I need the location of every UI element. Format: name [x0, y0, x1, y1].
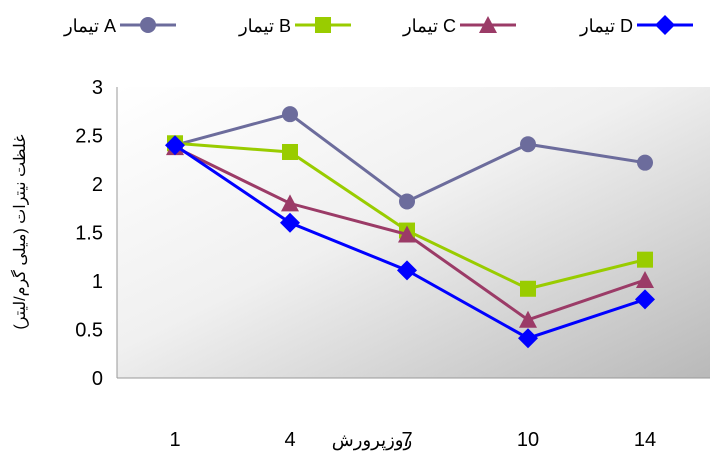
data-point [635, 289, 655, 310]
x-tick-label: 4 [284, 429, 295, 451]
x-axis-label: روزپرورش [332, 430, 412, 451]
legend-marker [479, 16, 497, 33]
legend-label: تیمار A [63, 16, 116, 37]
data-point [520, 280, 536, 297]
y-tick-label: 3 [92, 77, 103, 99]
data-point [282, 106, 298, 123]
data-point [636, 271, 654, 289]
x-tick-label: 10 [517, 429, 539, 451]
x-tick-label: 14 [634, 429, 656, 451]
legend-item: تیمار A [63, 16, 176, 37]
data-point [165, 135, 185, 156]
data-point [282, 143, 298, 160]
x-tick-label: 1 [169, 429, 180, 451]
x-tick-labels: 1 4 7 10 14 [169, 429, 656, 451]
series-c [166, 138, 654, 328]
series-a [167, 106, 653, 210]
y-tick-label: 2.5 [75, 126, 103, 148]
legend-label: تیمار C [402, 16, 456, 37]
legend: تیمار A تیمار B تیمار C تیمار D [63, 15, 693, 37]
y-tick-label: 0.5 [75, 320, 103, 342]
data-point [637, 154, 653, 171]
data-point [520, 136, 536, 153]
y-tick-label: 1 [92, 271, 103, 293]
y-axis-label: غلظت نیترات (میلی گرم/لیتر) [10, 134, 29, 329]
x-tick-label: 7 [401, 429, 412, 451]
data-point [398, 225, 416, 243]
series-layer [165, 106, 655, 349]
data-point [518, 328, 538, 349]
y-tick-label: 1.5 [75, 223, 103, 245]
data-point [280, 212, 300, 233]
data-point [519, 310, 537, 328]
data-point [281, 194, 299, 212]
legend-marker [655, 15, 675, 35]
legend-item: تیمار D [579, 15, 693, 37]
legend-label: تیمار D [579, 16, 633, 37]
legend-item: تیمار C [402, 16, 516, 37]
legend-marker [315, 17, 331, 33]
data-point [397, 260, 417, 281]
legend-marker [140, 17, 156, 33]
data-point [637, 251, 653, 268]
series-d [165, 135, 655, 349]
legend-item: تیمار B [238, 16, 351, 37]
y-tick-labels: 0 0.5 1 1.5 2 2.5 3 [75, 77, 103, 390]
legend-label: تیمار B [238, 16, 291, 37]
y-tick-label: 0 [92, 368, 103, 390]
y-tick-label: 2 [92, 174, 103, 196]
data-point [399, 193, 415, 210]
